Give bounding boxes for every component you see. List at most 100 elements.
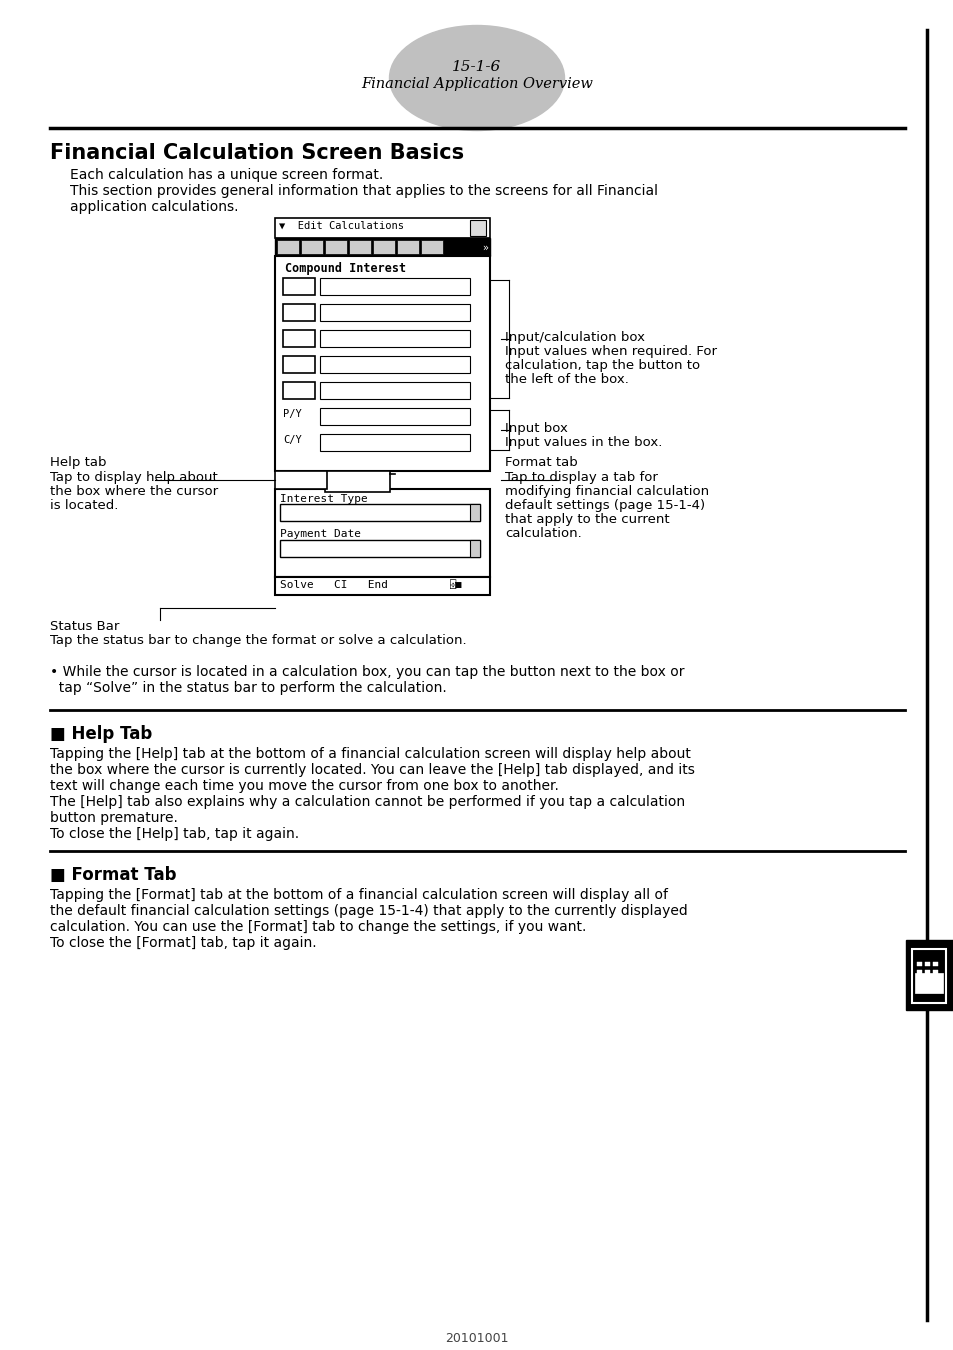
Text: FV: FV — [293, 383, 305, 393]
Text: 1: 1 — [323, 409, 329, 418]
Text: Interest Type: Interest Type — [280, 494, 367, 504]
Text: 1262.47696: 1262.47696 — [323, 383, 385, 393]
Text: default settings (page 15-1-4): default settings (page 15-1-4) — [504, 500, 704, 512]
Text: -: - — [459, 305, 465, 315]
Text: that apply to the current: that apply to the current — [504, 513, 669, 526]
Text: ▷: ▷ — [309, 240, 314, 248]
Text: 6: 6 — [323, 305, 329, 315]
Text: Each calculation has a unique screen format.: Each calculation has a unique screen for… — [70, 167, 383, 182]
Bar — [319, 408, 470, 425]
Bar — [349, 240, 371, 254]
Text: -: - — [459, 435, 465, 446]
Text: ❐▼: ❐▼ — [402, 240, 413, 248]
Bar — [325, 471, 390, 491]
Text: Help: Help — [287, 472, 314, 483]
Text: Tapping the [Help] tab at the bottom of a financial calculation screen will disp: Tapping the [Help] tab at the bottom of … — [50, 747, 690, 761]
Text: the box where the cursor is currently located. You can leave the [Help] tab disp: the box where the cursor is currently lo… — [50, 763, 694, 778]
Text: ■ Format Tab: ■ Format Tab — [50, 865, 176, 884]
Text: calculation, tap the button to: calculation, tap the button to — [504, 359, 700, 373]
Text: the box where the cursor: the box where the cursor — [50, 485, 218, 498]
Text: 20101001: 20101001 — [445, 1332, 508, 1345]
Bar — [283, 278, 314, 296]
Bar — [914, 973, 942, 994]
Text: Financial Application Overview: Financial Application Overview — [360, 77, 593, 90]
Text: N: N — [295, 279, 302, 289]
Text: 0: 0 — [323, 356, 329, 367]
Text: -: - — [459, 331, 465, 342]
Bar — [924, 971, 929, 973]
Text: Status Bar: Status Bar — [50, 620, 119, 633]
Text: • While the cursor is located in a calculation box, you can tap the button next : • While the cursor is located in a calcu… — [50, 666, 684, 679]
Text: Compound Interest: Compound Interest — [285, 262, 406, 275]
Text: This section provides general information that applies to the screens for all Fi: This section provides general informatio… — [70, 184, 658, 198]
Text: PMT: PMT — [290, 356, 308, 367]
Bar — [932, 971, 937, 973]
Text: ▼: ▼ — [472, 543, 477, 552]
Text: To close the [Format] tab, tap it again.: To close the [Format] tab, tap it again. — [50, 936, 316, 950]
Text: the default financial calculation settings (page 15-1-4) that apply to the curre: the default financial calculation settin… — [50, 904, 687, 918]
Bar — [274, 471, 327, 489]
Bar — [274, 256, 490, 471]
Text: Solve   CI   End: Solve CI End — [280, 580, 388, 590]
Text: 4: 4 — [323, 279, 329, 289]
Ellipse shape — [389, 26, 564, 131]
Text: The [Help] tab also explains why a calculation cannot be performed if you tap a : The [Help] tab also explains why a calcu… — [50, 795, 684, 809]
Bar — [319, 329, 470, 347]
Bar — [916, 963, 921, 967]
Text: Compound (CI): Compound (CI) — [283, 508, 371, 517]
Text: Input values in the box.: Input values in the box. — [504, 436, 661, 450]
Bar — [274, 489, 490, 576]
Text: Financial Calculation Screen Basics: Financial Calculation Screen Basics — [50, 143, 464, 163]
Text: Format tab: Format tab — [504, 456, 578, 468]
Bar — [319, 278, 470, 296]
Bar — [283, 304, 314, 321]
Text: Payment Date: Payment Date — [280, 529, 360, 539]
Bar — [932, 963, 937, 967]
Bar — [924, 963, 929, 967]
Text: x: x — [475, 221, 480, 230]
Bar — [325, 240, 347, 254]
Text: tap “Solve” in the status bar to perform the calculation.: tap “Solve” in the status bar to perform… — [50, 680, 446, 695]
Text: ▼Format: ▼Format — [333, 474, 380, 485]
Text: ▼: ▼ — [472, 508, 477, 516]
Text: Tapping the [Format] tab at the bottom of a financial calculation screen will di: Tapping the [Format] tab at the bottom o… — [50, 888, 667, 902]
Text: ❐: ❐ — [381, 240, 386, 248]
Text: -: - — [459, 409, 465, 418]
Text: To close the [Help] tab, tap it again.: To close the [Help] tab, tap it again. — [50, 828, 299, 841]
Bar — [905, 940, 953, 1010]
Bar — [916, 977, 921, 981]
Text: ■ Help Tab: ■ Help Tab — [50, 725, 152, 743]
Text: I%: I% — [293, 305, 305, 315]
Bar — [319, 304, 470, 321]
Text: Input box: Input box — [504, 423, 567, 435]
Text: »: » — [481, 243, 487, 252]
Text: Input/calculation box: Input/calculation box — [504, 331, 644, 344]
Bar — [274, 576, 490, 595]
Text: C/Y: C/Y — [283, 435, 301, 446]
Text: PV: PV — [293, 331, 305, 342]
Bar — [916, 971, 921, 973]
Text: ✂: ✂ — [334, 240, 338, 248]
Text: ❐: ❐ — [357, 240, 362, 248]
Bar — [283, 329, 314, 347]
Bar — [319, 433, 470, 451]
Text: Input values when required. For: Input values when required. For — [504, 346, 717, 358]
Text: is located.: is located. — [50, 500, 118, 512]
Bar — [301, 240, 323, 254]
Text: Tap to display a tab for: Tap to display a tab for — [504, 471, 658, 485]
Text: ⌹■: ⌹■ — [450, 580, 462, 590]
Text: ▼  Edit Calculations: ▼ Edit Calculations — [278, 221, 403, 231]
Bar — [280, 504, 479, 521]
Bar — [470, 540, 479, 558]
Bar — [280, 540, 479, 558]
Text: End of period: End of period — [283, 543, 371, 554]
Text: button premature.: button premature. — [50, 811, 177, 825]
Text: -: - — [459, 279, 465, 289]
Text: P/Y: P/Y — [283, 409, 301, 418]
Bar — [373, 240, 395, 254]
Bar — [470, 504, 479, 521]
Text: the left of the box.: the left of the box. — [504, 373, 628, 386]
Text: -1000: -1000 — [323, 331, 354, 342]
Text: -: - — [459, 383, 465, 393]
Text: Tap the status bar to change the format or solve a calculation.: Tap the status bar to change the format … — [50, 634, 466, 647]
